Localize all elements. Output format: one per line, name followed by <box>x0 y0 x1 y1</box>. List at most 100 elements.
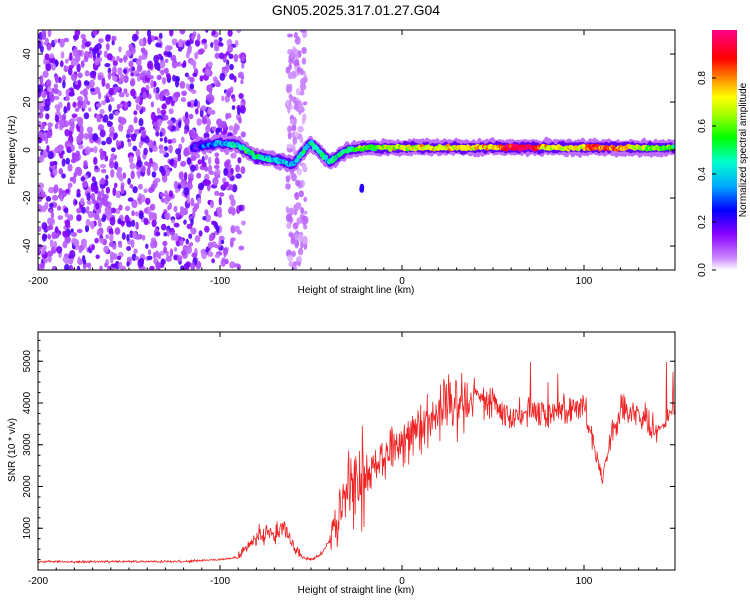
spectrogram-noise-blob <box>70 117 76 122</box>
spectrogram-noise-blob <box>239 105 246 114</box>
spectrogram-noise-blob <box>176 61 182 67</box>
y-tick-label: 20 <box>22 96 33 108</box>
spectrogram-noise-blob <box>47 254 52 263</box>
spectrogram-noise-blob <box>195 108 199 115</box>
spectrogram-noise-blob <box>168 144 173 154</box>
spectrogram-noise-blob <box>146 30 152 38</box>
spectrogram-noise-blob <box>54 123 59 130</box>
spectrogram-noise-blob <box>118 261 123 269</box>
spectrogram-noise-blob <box>68 91 75 97</box>
spectrogram-noise-blob <box>51 87 55 93</box>
spectrogram-noise-blob <box>38 84 44 93</box>
spectrogram-noise-blob <box>164 58 169 64</box>
spectrogram-noise-blob <box>289 118 295 125</box>
spectrogram-noise-blob <box>60 51 65 59</box>
spectrogram-noise-blob <box>127 177 131 185</box>
spectrogram-noise-blob <box>126 234 130 242</box>
spectrogram-noise-blob <box>177 46 183 52</box>
spectrogram-noise-blob <box>70 73 78 82</box>
spectrogram-noise-blob <box>184 117 190 126</box>
spectrogram-noise-blob <box>65 157 70 165</box>
spectrogram-noise-blob <box>143 207 149 214</box>
y-tick-label: 0 <box>22 147 33 153</box>
spectrogram-noise-blob <box>89 52 94 59</box>
spectrogram-noise-blob <box>64 219 71 229</box>
spectrogram-noise-blob <box>198 230 203 237</box>
spectrogram-noise-blob <box>150 111 156 121</box>
spectrogram-noise-blob <box>210 42 214 48</box>
spectrogram-noise-blob <box>122 220 126 226</box>
spectrogram-noise-blob <box>203 132 210 140</box>
spectrogram-noise-blob <box>214 253 221 259</box>
spectrogram-noise-blob <box>194 52 199 60</box>
spectrogram-noise-blob <box>41 90 47 99</box>
spectrogram-noise-blob <box>76 135 82 144</box>
spectrogram-noise-blob <box>57 205 62 211</box>
spectrogram-noise-blob <box>287 125 293 133</box>
spectrogram-noise-blob <box>238 117 242 124</box>
spectrogram-noise-blob <box>121 116 126 125</box>
spectrogram-noise-blob <box>213 43 220 52</box>
spectrogram-noise-blob <box>175 212 180 218</box>
spectrogram-noise-blob <box>154 250 160 257</box>
spectrogram-noise-blob <box>155 42 162 48</box>
spectrogram-noise-blob <box>41 32 47 40</box>
spectrogram-noise-blob <box>139 126 145 131</box>
spectrogram-noise-blob <box>162 149 166 156</box>
snr-panel: -200 -100 0 100 1000 2000 3000 4000 5000 Height … <box>7 331 676 596</box>
spectrogram-noise-blob <box>161 103 167 110</box>
spectrogram-noise-blob <box>157 37 162 44</box>
spectrogram-noise-blob <box>207 156 212 165</box>
spectrogram-noise-blob <box>126 129 131 135</box>
spectrogram-noise-blob <box>106 92 110 97</box>
spectrogram-noise-blob <box>93 212 100 221</box>
spectrogram-noise-blob <box>67 165 72 171</box>
spectrogram-noise-blob <box>145 197 151 205</box>
spectrogram-noise-blob <box>201 38 207 44</box>
spectrogram-noise-blob <box>118 204 123 211</box>
spectrogram-noise-blob <box>147 161 152 170</box>
spectrogram-noise-blob <box>302 219 307 226</box>
spectrogram-noise-blob <box>114 86 120 92</box>
spectrogram-noise-blob <box>78 245 83 254</box>
spectrogram-noise-blob <box>45 113 50 120</box>
spectrogram-noise-blob <box>89 47 93 52</box>
spectrogram-noise-blob <box>83 242 87 249</box>
spectrogram-noise-blob <box>114 110 120 116</box>
spectrogram-noise-blob <box>77 256 81 264</box>
spectrogram-noise-blob <box>91 244 95 251</box>
spectrogram-noise-blob <box>137 197 141 202</box>
spectrogram-noise-blob <box>171 138 177 144</box>
spectrogram-noise-blob <box>46 43 52 51</box>
spectrogram-noise-blob <box>159 148 163 154</box>
spectrogram-noise-blob <box>163 136 168 144</box>
spectrogram-noise-blob <box>221 95 225 102</box>
spectrogram-noise-blob <box>83 160 88 169</box>
spectrogram-noise-blob <box>47 250 54 257</box>
spectrogram-noise-blob <box>130 133 137 142</box>
spectrogram-noise-blob <box>125 50 132 57</box>
spectrogram-noise-blob <box>86 126 93 134</box>
spectrogram-noise-blob <box>86 192 91 201</box>
spectrogram-noise-blob <box>159 69 165 74</box>
spectrogram-noise-blob <box>109 160 115 169</box>
spectrogram-noise-blob <box>99 183 106 189</box>
spectrogram-noise-blob <box>302 101 308 106</box>
spectrogram-noise-blob <box>241 220 246 226</box>
spectrogram-noise-blob <box>186 195 190 204</box>
spectrogram-noise-blob <box>197 182 204 191</box>
x-tick-label: -200 <box>28 276 48 287</box>
y-tick-label: -40 <box>22 238 33 253</box>
spectrogram-noise-blob <box>299 135 304 144</box>
spectrogram-noise-blob <box>215 172 220 178</box>
spectrogram-noise-blob <box>123 88 128 94</box>
spectrogram-noise-blob <box>139 72 146 77</box>
spectrogram-noise-blob <box>99 108 105 115</box>
spectrogram-noise-blob <box>38 263 42 270</box>
spectrogram-noise-blob <box>123 75 129 83</box>
spectrogram-noise-blob <box>197 33 201 41</box>
spectrogram-noise-blob <box>61 173 66 179</box>
spectrogram-noise-blob <box>93 185 99 195</box>
spectrogram-noise-blob <box>291 124 297 132</box>
spectrogram-noise-blob <box>190 155 197 161</box>
